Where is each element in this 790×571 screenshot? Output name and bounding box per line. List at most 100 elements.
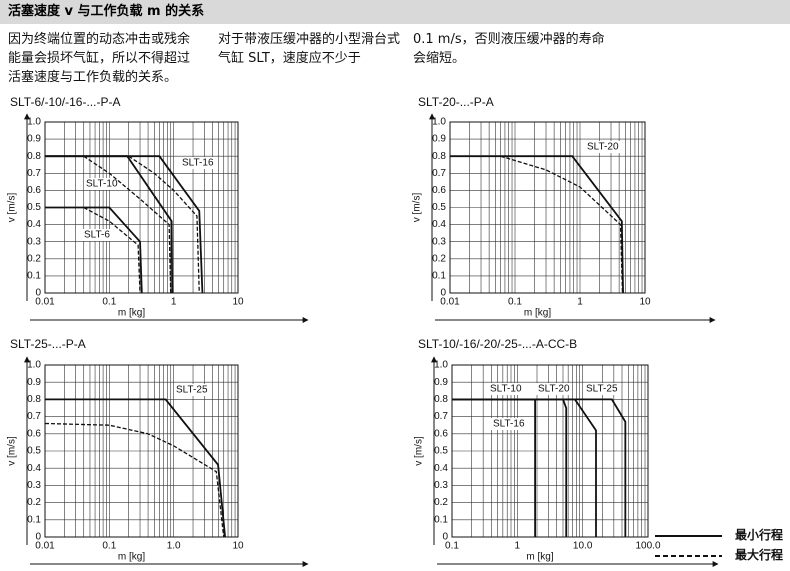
x-tick-label: 1.0 [167, 541, 181, 552]
text-column: 对于带液压缓冲器的小型滑台式气缸 SLT，速度应不少于 [218, 32, 401, 66]
y-tick-label: 0.2 [27, 497, 41, 508]
series-label: SLT-10 [490, 384, 522, 395]
x-tick-label: 100.0 [635, 541, 660, 552]
chart-title: SLT-20-...-P-A [418, 95, 494, 109]
label-bg [585, 141, 621, 153]
label-bg [84, 178, 120, 190]
series-label: SLT-6 [84, 230, 110, 241]
y-tick-label: 0 [440, 288, 446, 299]
y-tick-label: 0.3 [432, 236, 446, 247]
label-bg [536, 383, 572, 395]
y-axis-label: v [m/s] [412, 193, 423, 223]
label-bg [174, 384, 210, 396]
x-axis-label: m [kg] [524, 308, 551, 319]
x-axis-label: m [kg] [526, 552, 553, 563]
y-tick-label: 0.2 [432, 253, 446, 264]
series-line [500, 155, 624, 294]
y-tick-label: 1.0 [27, 360, 41, 371]
y-tick-label: 0 [35, 532, 41, 543]
series-label: SLT-10 [86, 179, 118, 190]
y-tick-label: 0.4 [432, 219, 446, 230]
y-tick-label: 0.2 [27, 253, 41, 264]
series-line [45, 206, 143, 294]
y-tick-label: 0.8 [434, 394, 448, 405]
y-tick-label: 0.7 [27, 411, 41, 422]
x-axis-label: m [kg] [118, 308, 145, 319]
y-tick-label: 0.3 [27, 480, 41, 491]
y-tick-label: 0.6 [434, 428, 448, 439]
x-axis-label: m [kg] [118, 552, 145, 563]
y-tick-label: 0.4 [27, 463, 41, 474]
x-tick-label: 10 [232, 541, 244, 552]
x-tick-label: 0.1 [445, 541, 459, 552]
chart-title: SLT-10/-16/-20/-25-...-A-CC-B [418, 337, 577, 351]
plot-frame [44, 364, 239, 538]
y-tick-label: 0.9 [434, 377, 448, 388]
y-axis-label: v [m/s] [414, 436, 425, 466]
series-line [45, 398, 226, 538]
legend-label: 最大行程 [735, 547, 783, 562]
y-tick-label: 0.5 [432, 202, 446, 213]
y-tick-label: 1.0 [434, 360, 448, 371]
y-tick-label: 0.1 [434, 514, 448, 525]
text-column: 因为终端位置的动态冲击或残余能量会损坏气缸，所以不得超过活塞速度与工作负载的关系… [8, 32, 191, 85]
x-tick-label: 0.01 [35, 541, 55, 552]
y-tick-label: 1.0 [27, 117, 41, 128]
x-tick-label: 10.0 [573, 541, 593, 552]
y-tick-label: 0.9 [432, 134, 446, 145]
series-line [45, 155, 174, 294]
x-tick-label: 0.1 [102, 541, 116, 552]
series-label: SLT-16 [493, 419, 525, 430]
y-tick-label: 0.4 [27, 219, 41, 230]
y-tick-label: 0.6 [432, 185, 446, 196]
x-tick-label: 10 [232, 297, 244, 308]
series-line [452, 398, 568, 537]
series-label: SLT-20 [587, 142, 619, 153]
x-tick-label: 0.1 [508, 297, 522, 308]
label-bg [491, 418, 527, 430]
y-tick-label: 0.3 [434, 480, 448, 491]
y-axis-label: v [m/s] [7, 193, 18, 223]
y-axis-label: v [m/s] [7, 436, 18, 466]
y-tick-label: 0.1 [27, 271, 41, 282]
y-tick-label: 0.6 [27, 185, 41, 196]
y-tick-label: 0.7 [434, 411, 448, 422]
x-tick-label: 10 [639, 297, 651, 308]
x-tick-label: 1 [577, 297, 583, 308]
y-tick-label: 0 [35, 288, 41, 299]
x-tick-label: 0.01 [440, 297, 460, 308]
series-line [44, 422, 225, 538]
label-bg [180, 157, 216, 169]
y-tick-label: 0.9 [27, 134, 41, 145]
y-tick-label: 0.3 [27, 236, 41, 247]
y-tick-label: 0.7 [27, 168, 41, 179]
series-label: SLT-16 [182, 158, 214, 169]
text-column: 0.1 m/s，否则液压缓冲器的寿命会缩短。 [413, 32, 605, 66]
chart-title: SLT-6/-10/-16-...-P-A [10, 95, 120, 109]
x-tick-label: 0.1 [102, 297, 116, 308]
y-tick-label: 0.8 [27, 394, 41, 405]
plot-frame [451, 364, 649, 538]
y-tick-label: 0.9 [27, 377, 41, 388]
y-tick-label: 0.1 [27, 514, 41, 525]
y-tick-label: 0.2 [434, 497, 448, 508]
series-line [128, 155, 200, 294]
x-tick-label: 1 [515, 541, 521, 552]
y-tick-label: 0.8 [27, 151, 41, 162]
y-tick-label: 0.4 [434, 463, 448, 474]
series-label: SLT-25 [176, 385, 208, 396]
y-tick-label: 0.8 [432, 151, 446, 162]
x-tick-label: 1 [171, 297, 177, 308]
y-tick-label: 0.5 [434, 446, 448, 457]
plot-frame [449, 121, 646, 294]
y-tick-label: 0.7 [432, 168, 446, 179]
label-bg [584, 383, 620, 395]
series-label: SLT-20 [538, 384, 570, 395]
y-tick-label: 0.6 [27, 428, 41, 439]
label-bg [82, 229, 118, 241]
header-title: 活塞速度 v 与工作负载 m 的关系 [0, 0, 790, 24]
label-bg [488, 383, 524, 395]
chart-title: SLT-25-...-P-A [10, 337, 86, 351]
